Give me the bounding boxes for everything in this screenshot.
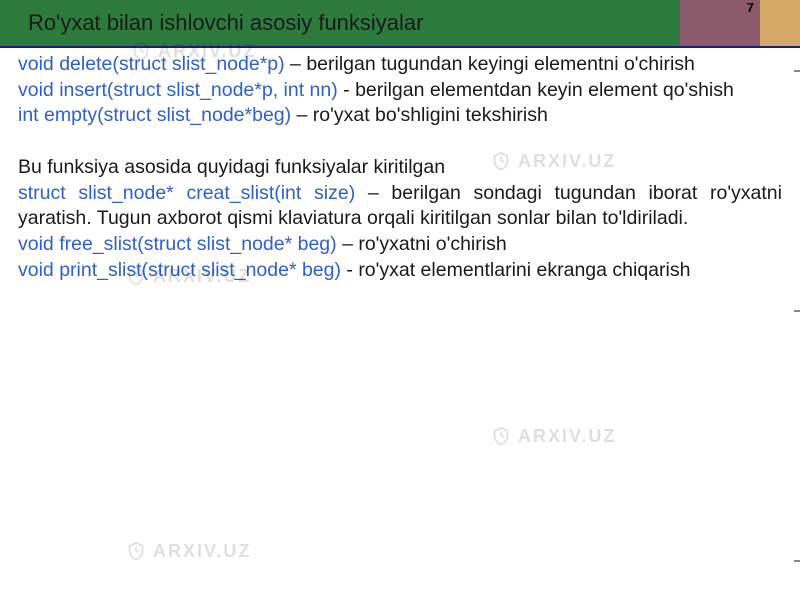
code-signature: void insert(struct slist_node*p, int nn) xyxy=(18,79,338,101)
watermark: ARXIV.UZ xyxy=(125,540,251,562)
paragraph: void insert(struct slist_node*p, int nn)… xyxy=(18,78,782,104)
ruler-tick xyxy=(794,70,800,72)
description-text: – berilgan tugundan keyingi elementni o'… xyxy=(285,53,695,75)
description-text: – ro'yxatni o'chirish xyxy=(337,233,507,255)
description-text: Bu funksiya asosida quyidagi funksiyalar… xyxy=(18,156,445,178)
slide-header: Ro'yxat bilan ishlovchi asosiy funksiyal… xyxy=(0,0,800,48)
watermark-text: ARXIV.UZ xyxy=(153,541,251,562)
paragraph: int empty(struct slist_node*beg) – ro'yx… xyxy=(18,103,782,129)
watermark: ARXIV.UZ xyxy=(490,425,616,447)
description-text: – ro'yxat bo'shligini tekshirish xyxy=(291,104,548,126)
paragraph: void free_slist(struct slist_node* beg) … xyxy=(18,232,782,258)
paragraph: void delete(struct slist_node*p) – beril… xyxy=(18,52,782,78)
code-signature: void print_slist(struct slist_node* beg) xyxy=(18,259,341,281)
code-signature: void free_slist(struct slist_node* beg) xyxy=(18,233,337,255)
paragraph: Bu funksiya asosida quyidagi funksiyalar… xyxy=(18,155,782,181)
ruler-tick xyxy=(794,310,800,312)
paragraph: struct slist_node* creat_slist(int size)… xyxy=(18,181,782,232)
slide-body: void delete(struct slist_node*p) – beril… xyxy=(0,48,800,284)
paragraph: void print_slist(struct slist_node* beg)… xyxy=(18,258,782,284)
code-signature: void delete(struct slist_node*p) xyxy=(18,53,285,75)
header-accent-box: 7 xyxy=(680,0,760,46)
page-number: 7 xyxy=(747,0,754,15)
description-text: - ro'yxat elementlarini ekranga chiqaris… xyxy=(341,259,690,281)
code-signature: int empty(struct slist_node*beg) xyxy=(18,104,291,126)
header-title-area: Ro'yxat bilan ishlovchi asosiy funksiyal… xyxy=(0,0,680,46)
code-signature: struct slist_node* creat_slist(int size) xyxy=(18,182,355,204)
ruler-tick xyxy=(794,560,800,562)
watermark-text: ARXIV.UZ xyxy=(518,426,616,447)
slide-title: Ro'yxat bilan ishlovchi asosiy funksiyal… xyxy=(28,10,423,36)
description-text: - berilgan elementdan keyin element qo's… xyxy=(338,79,734,101)
paragraph xyxy=(18,129,782,155)
header-accent-box xyxy=(760,0,800,46)
